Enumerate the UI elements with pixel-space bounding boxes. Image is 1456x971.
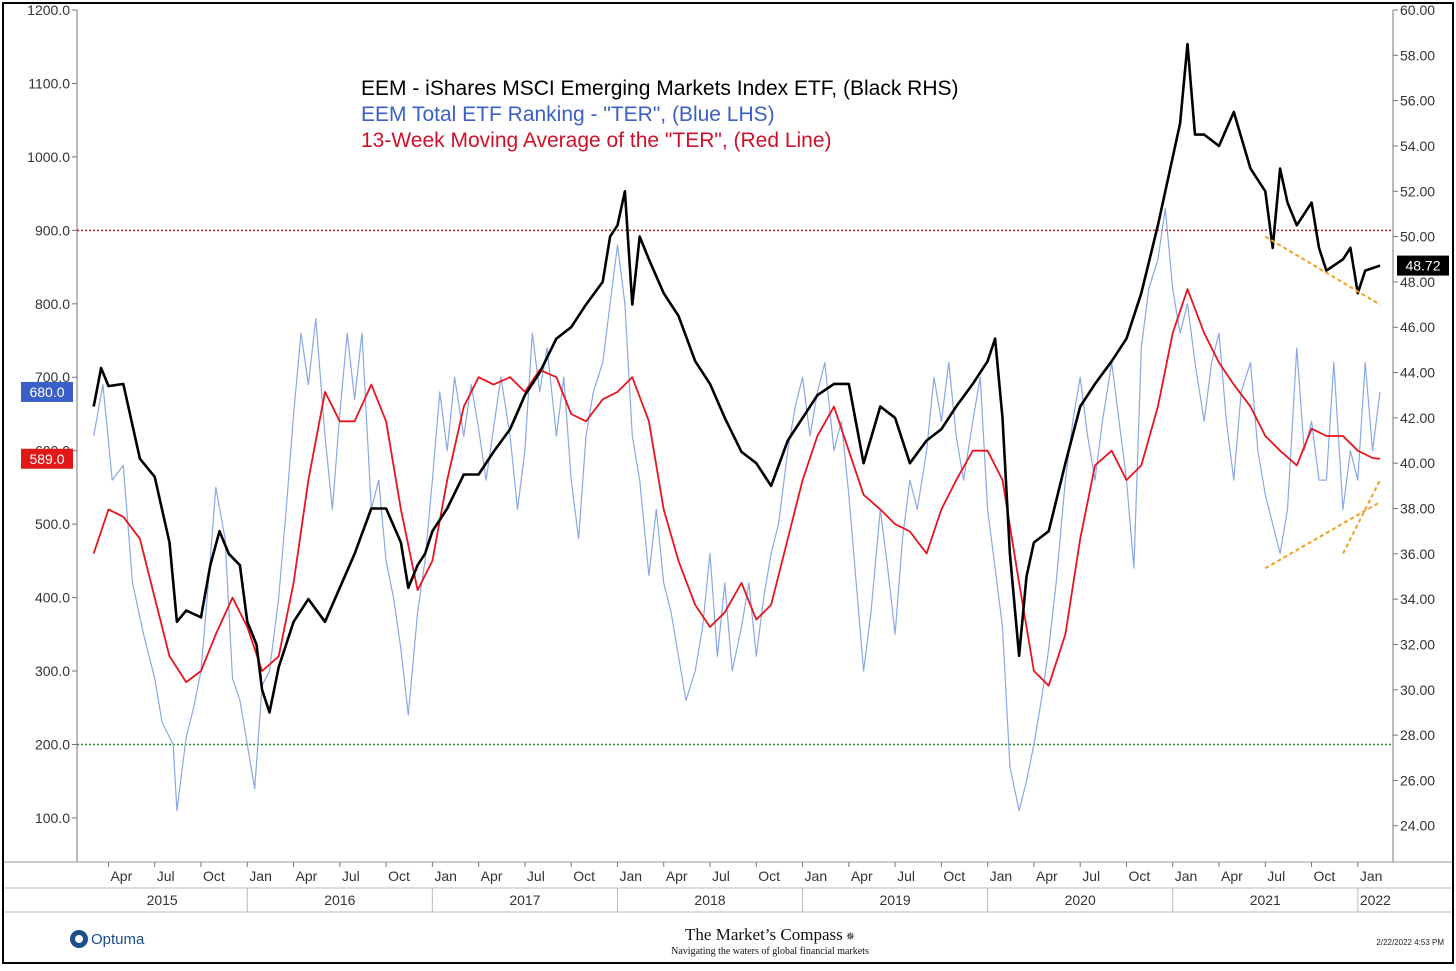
x-year-label: 2020 bbox=[1065, 892, 1096, 908]
right-tick-label: 60.00 bbox=[1400, 2, 1435, 18]
right-tick-label: 46.00 bbox=[1400, 319, 1435, 335]
series-line-0 bbox=[92, 42, 1381, 714]
right-tick-label: 28.00 bbox=[1400, 727, 1435, 743]
x-month-label: Apr bbox=[851, 868, 873, 884]
optuma-icon bbox=[70, 930, 88, 948]
series-line-1 bbox=[93, 207, 1381, 812]
x-month-label: Jan bbox=[1175, 868, 1198, 884]
optuma-brand-text: Optuma bbox=[91, 930, 145, 948]
value-tag-2: 48.72 bbox=[1405, 258, 1440, 274]
x-month-label: Apr bbox=[666, 868, 688, 884]
right-tick-label: 24.00 bbox=[1400, 818, 1435, 834]
chart-title-line-0: EEM - iShares MSCI Emerging Markets Inde… bbox=[361, 77, 959, 100]
left-tick-label: 800.0 bbox=[35, 296, 70, 312]
left-tick-label: 1200.0 bbox=[27, 2, 70, 18]
right-tick-label: 36.00 bbox=[1400, 546, 1435, 562]
right-tick-label: 38.00 bbox=[1400, 501, 1435, 517]
right-tick-label: 30.00 bbox=[1400, 682, 1435, 698]
trend-annotation-0 bbox=[1264, 235, 1381, 306]
right-tick-label: 32.00 bbox=[1400, 636, 1435, 652]
right-tick-label: 56.00 bbox=[1400, 93, 1435, 109]
footer-title-text: The Market’s Compass bbox=[685, 925, 843, 944]
optuma-logo: Optuma bbox=[70, 930, 144, 948]
right-tick-label: 40.00 bbox=[1400, 455, 1435, 471]
compass-icon: ✵ bbox=[845, 931, 855, 943]
x-month-label: Oct bbox=[388, 868, 410, 884]
right-tick-label: 48.00 bbox=[1400, 274, 1435, 290]
value-tag-bg-0 bbox=[21, 381, 73, 402]
x-month-label: Jan bbox=[619, 868, 642, 884]
x-month-label: Apr bbox=[296, 868, 318, 884]
value-tag-bg-1 bbox=[21, 448, 73, 469]
value-tag-bg-2 bbox=[1397, 255, 1449, 276]
footer-title: The Market’s Compass ✵ bbox=[560, 925, 980, 945]
x-month-label: Apr bbox=[110, 868, 132, 884]
x-month-label: Jul bbox=[1082, 868, 1100, 884]
value-tag-1: 589.0 bbox=[29, 451, 64, 467]
left-tick-label: 700.0 bbox=[35, 369, 70, 385]
chart-title-line-1: EEM Total ETF Ranking - "TER", (Blue LHS… bbox=[361, 103, 775, 126]
left-tick-label: 400.0 bbox=[35, 590, 70, 606]
x-month-label: Jan bbox=[1360, 868, 1383, 884]
x-month-label: Apr bbox=[481, 868, 503, 884]
x-month-label: Apr bbox=[1036, 868, 1058, 884]
right-tick-label: 42.00 bbox=[1400, 410, 1435, 426]
footer-subtitle: Navigating the waters of global financia… bbox=[671, 946, 869, 957]
footer-date: 2/22/2022 4:53 PM bbox=[1376, 938, 1444, 947]
right-tick-label: 34.00 bbox=[1400, 591, 1435, 607]
x-month-label: Jul bbox=[157, 868, 175, 884]
x-month-label: Jan bbox=[990, 868, 1013, 884]
trend-annotation-2 bbox=[1342, 479, 1381, 554]
chart-title-line-2: 13-Week Moving Average of the "TER", (Re… bbox=[361, 129, 832, 152]
x-month-label: Jan bbox=[434, 868, 457, 884]
x-month-label: Oct bbox=[943, 868, 965, 884]
x-month-label: Jul bbox=[1267, 868, 1285, 884]
x-month-label: Oct bbox=[573, 868, 595, 884]
left-tick-label: 900.0 bbox=[35, 222, 70, 238]
trend-annotation-1 bbox=[1264, 501, 1381, 570]
left-tick-label: 1000.0 bbox=[27, 149, 70, 165]
right-tick-label: 58.00 bbox=[1400, 47, 1435, 63]
x-year-label: 2018 bbox=[694, 892, 725, 908]
x-month-label: Apr bbox=[1221, 868, 1243, 884]
left-tick-label: 300.0 bbox=[35, 663, 70, 679]
x-year-label: 2017 bbox=[509, 892, 540, 908]
x-month-label: Jul bbox=[712, 868, 730, 884]
x-year-label: 2021 bbox=[1250, 892, 1281, 908]
x-month-label: Jul bbox=[342, 868, 360, 884]
left-tick-label: 200.0 bbox=[35, 736, 70, 752]
x-month-label: Oct bbox=[1128, 868, 1150, 884]
x-year-label: 2019 bbox=[880, 892, 911, 908]
x-month-label: Jan bbox=[249, 868, 272, 884]
footer-credit: The Market’s Compass ✵ Navigating the wat… bbox=[560, 925, 980, 957]
x-month-label: Oct bbox=[203, 868, 225, 884]
series-line-2 bbox=[92, 288, 1381, 687]
left-tick-label: 500.0 bbox=[35, 516, 70, 532]
x-month-label: Oct bbox=[1314, 868, 1336, 884]
right-tick-label: 26.00 bbox=[1400, 772, 1435, 788]
x-month-label: Oct bbox=[758, 868, 780, 884]
right-tick-label: 50.00 bbox=[1400, 229, 1435, 245]
right-tick-label: 52.00 bbox=[1400, 183, 1435, 199]
x-year-label: 2022 bbox=[1360, 892, 1391, 908]
value-tag-0: 680.0 bbox=[29, 384, 64, 400]
x-month-label: Jul bbox=[897, 868, 915, 884]
left-tick-label: 100.0 bbox=[35, 810, 70, 826]
right-tick-label: 54.00 bbox=[1400, 138, 1435, 154]
right-tick-label: 44.00 bbox=[1400, 365, 1435, 381]
left-tick-label: 1100.0 bbox=[28, 75, 70, 91]
x-year-label: 2015 bbox=[147, 892, 178, 908]
x-month-label: Jan bbox=[805, 868, 828, 884]
x-year-label: 2016 bbox=[324, 892, 355, 908]
x-month-label: Jul bbox=[527, 868, 545, 884]
